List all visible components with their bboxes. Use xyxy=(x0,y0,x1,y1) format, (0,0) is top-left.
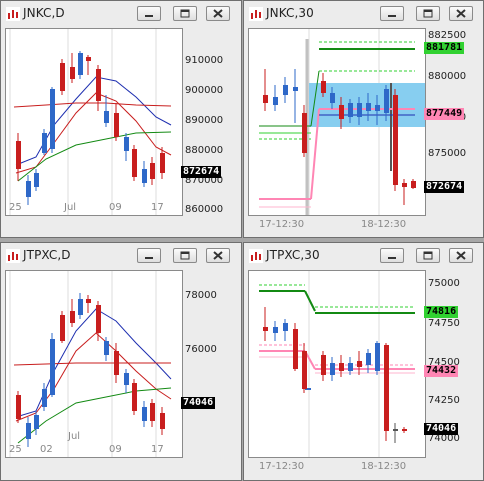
restore-icon xyxy=(423,251,433,260)
chart-app-icon xyxy=(249,249,263,263)
upper-level-tag: 74816 xyxy=(424,306,459,318)
x-axis-label: 02 xyxy=(40,444,53,455)
last-price-tag: 74046 xyxy=(424,423,459,435)
price-tick: 880000 xyxy=(185,145,224,156)
window-title: JNKC,D xyxy=(23,6,65,20)
price-tick: 882500 xyxy=(428,30,467,41)
x-axis-label: 18-12:30 xyxy=(361,461,407,472)
x-axis-label: 18-12:30 xyxy=(361,219,407,230)
window-titlebar[interactable]: JNKC,30 xyxy=(244,1,483,27)
x-axis-label: 17 xyxy=(151,444,164,455)
close-button[interactable] xyxy=(449,6,473,21)
price-axis: 75000 74750 74500 74250 74000 74816 7443… xyxy=(424,270,478,460)
price-tick: 875000 xyxy=(428,148,467,159)
chart-window-jnkc-daily[interactable]: JNKC,D xyxy=(0,0,242,238)
window-titlebar[interactable]: JTPXC,30 xyxy=(244,243,483,269)
minimize-icon xyxy=(388,15,396,17)
chart-window-jtpxc-daily[interactable]: JTPXC,D xyxy=(0,242,242,481)
price-tick: 78000 xyxy=(185,290,217,301)
price-tick: 74500 xyxy=(428,357,460,368)
price-chart-area[interactable]: 25 Jul 09 17 xyxy=(5,28,183,216)
mid-level-tag: 877449 xyxy=(424,108,465,120)
x-axis-label: 25 xyxy=(9,444,22,455)
x-axis-label: 09 xyxy=(109,202,122,213)
price-axis: 78000 76000 74046 xyxy=(181,270,235,460)
price-tick: 75000 xyxy=(428,278,460,289)
candlestick-chart xyxy=(259,271,415,460)
price-axis: 882500 880000 877500 875000 881781 87744… xyxy=(424,28,478,218)
price-tick: 74000 xyxy=(428,433,460,444)
close-icon xyxy=(456,251,466,260)
close-icon xyxy=(213,9,223,18)
close-button[interactable] xyxy=(206,248,230,263)
close-icon xyxy=(456,9,466,18)
minimize-icon xyxy=(388,257,396,259)
restore-button[interactable] xyxy=(173,248,197,263)
window-titlebar[interactable]: JTPXC,D xyxy=(1,243,241,269)
candlestick-chart xyxy=(259,29,427,219)
x-axis-label: 25 xyxy=(9,202,22,213)
x-axis-label: 09 xyxy=(109,444,122,455)
close-icon xyxy=(213,251,223,260)
price-tick: 890000 xyxy=(185,115,224,126)
window-titlebar[interactable]: JNKC,D xyxy=(1,1,241,27)
mid-level-tag: 74432 xyxy=(424,365,459,377)
x-axis-label: Jul xyxy=(68,431,81,442)
price-tick: 880000 xyxy=(428,71,467,82)
price-tick: 74250 xyxy=(428,395,460,406)
price-tick: 76000 xyxy=(185,344,217,355)
restore-button[interactable] xyxy=(416,248,440,263)
close-button[interactable] xyxy=(449,248,473,263)
price-tick: 900000 xyxy=(185,85,224,96)
restore-button[interactable] xyxy=(416,6,440,21)
chart-app-icon xyxy=(249,7,263,21)
restore-icon xyxy=(180,9,190,18)
candlestick-chart xyxy=(9,29,172,215)
minimize-button[interactable] xyxy=(137,6,161,21)
window-title: JNKC,30 xyxy=(266,6,314,20)
price-tick: 910000 xyxy=(185,55,224,66)
window-title: JTPXC,30 xyxy=(266,248,320,262)
chart-window-jnkc-30min[interactable]: JNKC,30 xyxy=(243,0,484,238)
price-tick: 860000 xyxy=(185,204,224,215)
close-button[interactable] xyxy=(206,6,230,21)
last-price-tag: 872674 xyxy=(181,166,222,178)
restore-button[interactable] xyxy=(173,6,197,21)
price-axis: 910000 900000 890000 880000 870000 86000… xyxy=(181,28,235,218)
upper-level-tag: 881781 xyxy=(424,42,465,54)
x-axis-label: 17 xyxy=(151,202,164,213)
last-price-tag: 74046 xyxy=(181,397,216,409)
price-chart-area[interactable]: 17-12:30 18-12:30 xyxy=(248,28,427,230)
x-axis-label: Jul xyxy=(64,202,77,213)
price-tick: 870000 xyxy=(185,175,224,186)
restore-icon xyxy=(180,251,190,260)
price-chart-area[interactable]: 17-12:30 18-12:30 xyxy=(248,270,426,472)
minimize-button[interactable] xyxy=(137,248,161,263)
candlestick-chart xyxy=(9,271,172,457)
restore-icon xyxy=(423,9,433,18)
minimize-icon xyxy=(145,257,153,259)
chart-app-icon xyxy=(6,249,20,263)
chart-app-icon xyxy=(6,7,20,21)
price-tick: 74750 xyxy=(428,318,460,329)
x-axis-label: 17-12:30 xyxy=(259,219,305,230)
window-title: JTPXC,D xyxy=(23,248,71,262)
price-chart-area[interactable]: 25 02 Jul 09 17 xyxy=(5,270,183,458)
minimize-icon xyxy=(145,15,153,17)
minimize-button[interactable] xyxy=(380,248,404,263)
x-axis-label: 17-12:30 xyxy=(259,461,305,472)
last-price-tag: 872674 xyxy=(424,181,465,193)
minimize-button[interactable] xyxy=(380,6,404,21)
chart-window-jtpxc-30min[interactable]: JTPXC,30 xyxy=(243,242,484,481)
